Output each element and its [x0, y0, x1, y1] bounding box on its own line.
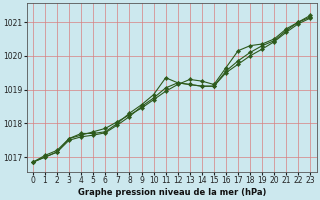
X-axis label: Graphe pression niveau de la mer (hPa): Graphe pression niveau de la mer (hPa) — [77, 188, 266, 197]
